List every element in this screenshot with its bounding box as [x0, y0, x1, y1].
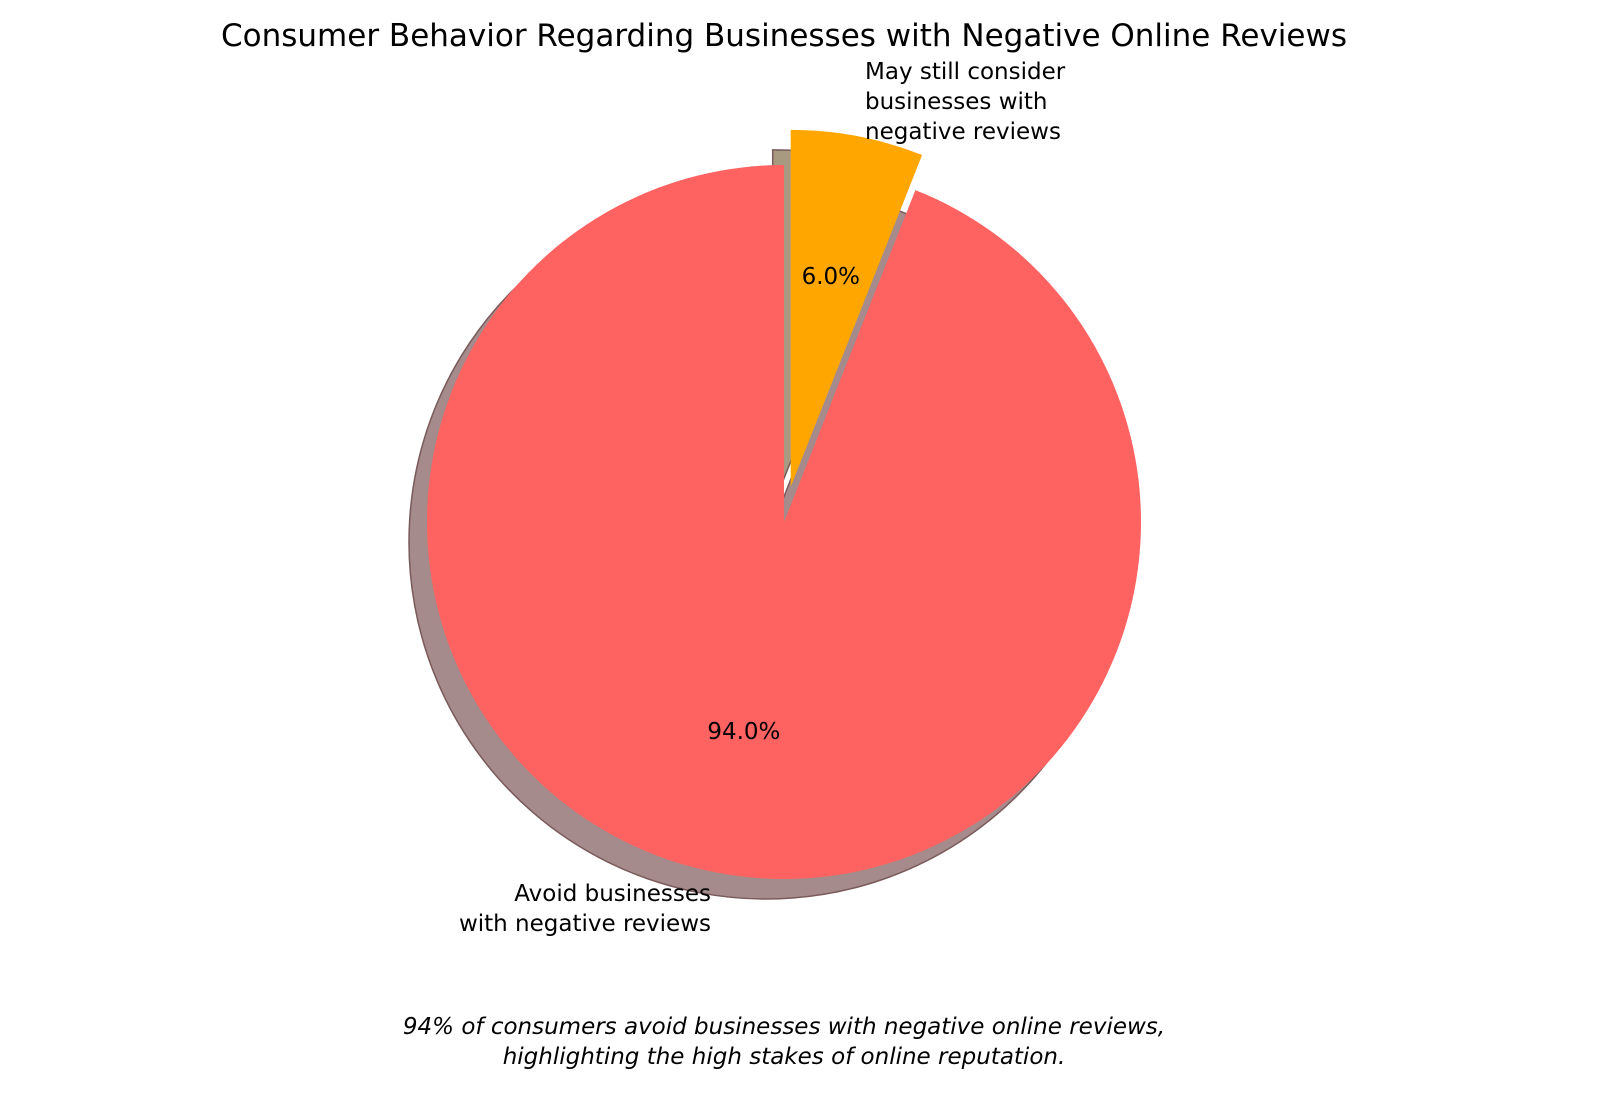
slice-may-consider [790, 129, 923, 487]
chart-title: Consumer Behavior Regarding Businesses w… [221, 18, 1347, 54]
slice-avoid [426, 165, 1142, 879]
pie-slices [426, 129, 1142, 879]
slice-percent-may-consider: 6.0% [801, 263, 861, 290]
slice-percent-avoid: 94.0% [707, 719, 781, 746]
chart-caption: 94% of consumers avoid businesses with n… [402, 1014, 1166, 1070]
slice-label-may-consider: May still consider businesses with negat… [865, 59, 1066, 145]
slice-label-avoid: Avoid businesses with negative reviews [458, 881, 711, 937]
